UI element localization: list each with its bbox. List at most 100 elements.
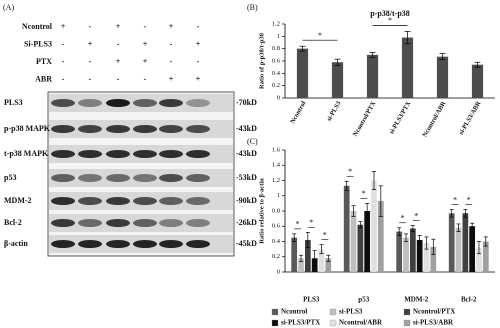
blot-label: p53: [4, 173, 16, 182]
bar: [471, 64, 484, 98]
bar: [377, 201, 384, 272]
y-tick-label: 0.4: [272, 70, 281, 77]
y-tick-label: 1.2: [272, 177, 280, 184]
condition-label: Ncontrol: [22, 22, 53, 31]
legend-label: Ncontrol/ABR: [339, 319, 383, 327]
legend-swatch: [271, 319, 279, 327]
blot-band: [51, 150, 75, 158]
x-tick-label: Ncontrol/ABR: [421, 100, 447, 138]
y-tick-label: 0: [277, 268, 280, 275]
bar: [455, 227, 462, 272]
condition-label: PTX: [36, 57, 52, 66]
bar: [476, 247, 482, 272]
blot-band: [106, 150, 130, 158]
bar: [331, 62, 344, 98]
bar: [343, 185, 350, 272]
bar: [296, 48, 309, 98]
x-tick-label: Bcl-2: [461, 296, 477, 304]
y-tick-label: 1.6: [272, 146, 281, 153]
blot-band: [51, 197, 75, 205]
condition-sign: +: [169, 74, 174, 83]
condition-sign: +: [196, 39, 201, 48]
condition-sign: +: [143, 39, 148, 48]
blot-band: [78, 174, 102, 182]
condition-sign: -: [89, 74, 92, 83]
blot-label: β-actin: [4, 239, 28, 248]
significance-mark: *: [388, 16, 392, 25]
chart-title: p-p38/t-p38: [370, 9, 410, 18]
blot-band: [51, 240, 75, 248]
blot-label: p-p38 MAPK: [4, 124, 51, 133]
significance-mark: *: [453, 195, 457, 204]
blot-band: [78, 125, 102, 133]
blot-band: [78, 219, 102, 227]
blot-band: [78, 150, 102, 158]
y-tick-label: 0.4: [272, 238, 281, 245]
x-tick-label: p53: [358, 296, 369, 304]
blot-band: [51, 174, 75, 182]
condition-sign: -: [117, 74, 120, 83]
blot-band: [133, 240, 157, 248]
blot-band: [51, 125, 75, 133]
legend-label: si-PLS3: [339, 308, 363, 316]
blot-band: [106, 197, 130, 205]
condition-label: ABR: [35, 74, 52, 83]
bar: [364, 211, 371, 272]
legend-label: si-PLS3/ABR: [413, 319, 454, 327]
blot-band: [106, 125, 130, 133]
blot-band: [159, 240, 183, 248]
blot-size: -70kD: [236, 98, 257, 107]
blot-size: -90kD: [236, 196, 257, 205]
x-tick-label: Ncontrol/PTX: [352, 100, 378, 138]
blot-band: [133, 150, 157, 158]
blot-label: PLS3: [4, 98, 23, 107]
significance-mark: *: [296, 220, 300, 229]
legend-swatch: [329, 308, 337, 316]
condition-sign: -: [197, 57, 200, 66]
x-tick-label: PLS3: [303, 296, 320, 304]
bar: [430, 246, 437, 272]
condition-sign: +: [61, 22, 66, 31]
blot-band: [159, 125, 183, 133]
blot-band: [186, 240, 210, 248]
significance-mark: *: [414, 211, 418, 220]
y-tick-label: 0.8: [272, 45, 280, 52]
bar: [366, 54, 379, 98]
significance-mark: *: [348, 167, 352, 176]
blot-band: [106, 240, 130, 248]
legend-label: si-PLS3/PTX: [281, 319, 320, 327]
panel-label: (C): [247, 137, 258, 146]
blot-band: [78, 197, 102, 205]
blot-size: -45kD: [236, 239, 257, 248]
y-tick-label: 1.4: [272, 162, 281, 169]
bar: [298, 258, 304, 272]
y-tick-label: 0.6: [272, 57, 281, 64]
condition-sign: -: [170, 57, 173, 66]
bar: [291, 237, 298, 272]
significance-mark: *: [401, 214, 405, 223]
bar: [357, 224, 364, 272]
condition-label: Si-PLS3: [24, 39, 52, 48]
condition-sign: -: [170, 39, 173, 48]
condition-sign: +: [116, 22, 121, 31]
blot-band: [186, 197, 210, 205]
condition-sign: +: [169, 22, 174, 31]
x-tick-label: si-PLS3/PTX: [388, 100, 412, 135]
significance-mark: *: [318, 31, 322, 40]
bar: [482, 241, 489, 272]
bar: [396, 231, 403, 272]
blot-band: [186, 125, 210, 133]
blot-band: [51, 219, 75, 227]
bar: [409, 228, 416, 272]
blot-band: [133, 197, 157, 205]
legend-label: Ncontrol: [281, 308, 307, 316]
legend-label: Ncontrol/PTX: [413, 308, 455, 316]
blot-band: [159, 174, 183, 182]
condition-sign: -: [144, 22, 147, 31]
blot-band: [133, 174, 157, 182]
bar: [318, 249, 325, 272]
significance-mark: *: [467, 195, 471, 204]
blot-size: -43kD: [236, 149, 257, 158]
blot-band: [159, 219, 183, 227]
